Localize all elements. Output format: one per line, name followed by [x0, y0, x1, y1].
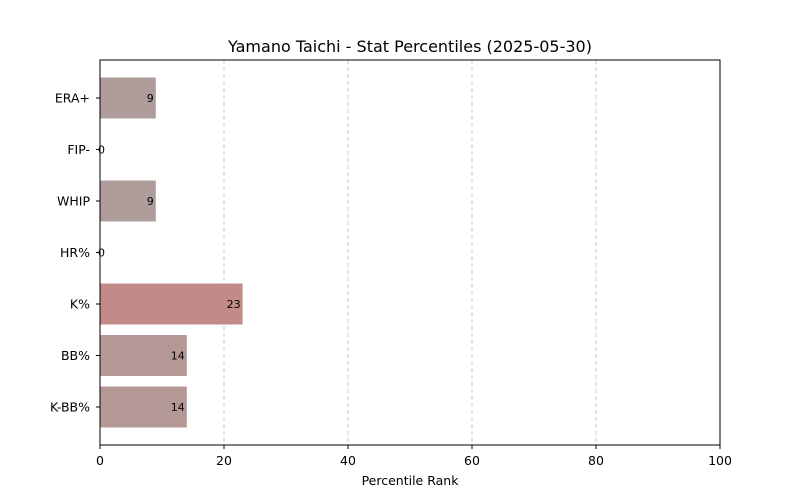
y-tick-label: BB% [61, 348, 90, 363]
bar [100, 180, 156, 222]
bar [100, 386, 187, 428]
bar-value-label: 14 [171, 350, 185, 363]
bar-value-label: 0 [98, 247, 105, 260]
chart-title: Yamano Taichi - Stat Percentiles (2025-0… [227, 37, 592, 56]
y-axis: ERA+ FIP- WHIP HR% K% BB% K-BB% [50, 91, 100, 415]
y-tick-label: FIP- [67, 142, 90, 157]
x-tick-label: 80 [588, 453, 604, 468]
y-tick-label: K% [70, 297, 90, 312]
x-tick-label: 60 [464, 453, 480, 468]
grid-lines [223, 60, 597, 445]
y-tick-label: WHIP [57, 194, 90, 209]
x-axis-label: Percentile Rank [362, 473, 460, 488]
x-tick-label: 40 [340, 453, 356, 468]
y-tick-label: K-BB% [50, 400, 90, 415]
bar [100, 335, 187, 376]
bar-value-label: 9 [147, 195, 154, 208]
bar-value-label: 0 [98, 144, 105, 157]
bar-value-label: 14 [171, 401, 185, 414]
bars: 9 0 9 0 23 14 14 [98, 77, 243, 428]
x-tick-label: 20 [216, 453, 232, 468]
y-tick-label: HR% [60, 245, 90, 260]
bar-value-label: 9 [147, 92, 154, 105]
bar [100, 283, 243, 325]
x-tick-label: 0 [96, 453, 104, 468]
y-tick-label: ERA+ [55, 91, 90, 106]
bar [100, 77, 156, 119]
x-axis: 0 20 40 60 80 100 [96, 445, 732, 468]
plot-frame [99, 59, 721, 446]
bar-value-label: 23 [227, 298, 241, 311]
x-tick-label: 100 [708, 453, 732, 468]
